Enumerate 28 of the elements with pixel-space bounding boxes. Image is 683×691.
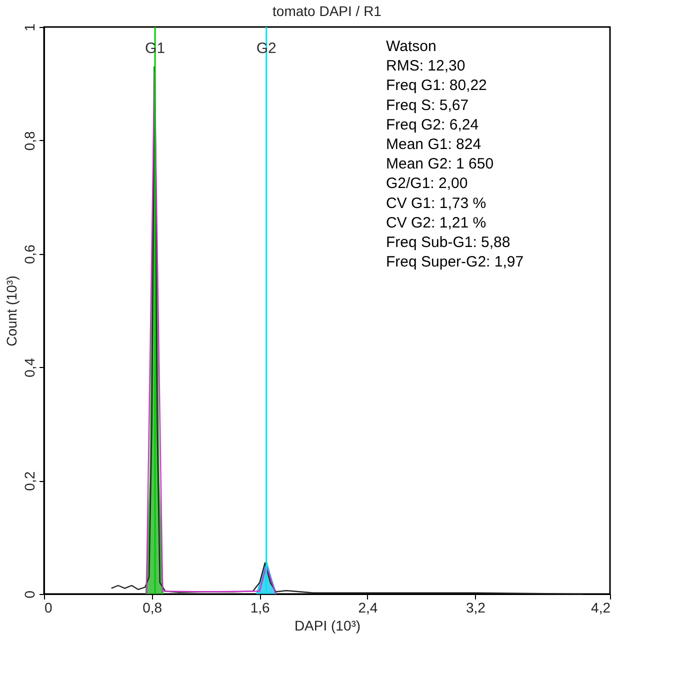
x-tick-label: 0 [44, 600, 52, 616]
annotation: RMS: 12,30 [386, 58, 466, 75]
y-tick-label: 0,2 [22, 471, 38, 491]
x-tick-label: 0,8 [142, 600, 162, 616]
annotation: Freq S: 5,67 [386, 96, 469, 114]
annotation: Freq Super-G2: 1,97 [386, 254, 524, 271]
annotation: Mean G2: 1 650 [386, 156, 494, 173]
x-axis-title: DAPI (10³) [294, 618, 361, 634]
y-tick-label: 0 [22, 590, 38, 598]
y-axis-title: Count (10³) [4, 276, 20, 346]
y-tick-label: 0,6 [22, 244, 38, 264]
annotation: Freq G2: 6,24 [386, 116, 479, 134]
annotation: Watson [386, 38, 436, 55]
annotation: Freq Sub-G1: 5,88 [386, 234, 510, 251]
annotation: Freq G1: 80,22 [386, 77, 487, 94]
annotation: CV G2: 1,21 % [386, 214, 486, 232]
y-tick-label: 0,8 [22, 130, 38, 151]
y-tick-label: 1 [22, 23, 38, 32]
x-tick-label: 2,4 [358, 600, 378, 616]
x-tick-label: 1,6 [250, 600, 270, 616]
chart-title: tomato DAPI / R1 [272, 3, 382, 20]
annotation: Mean G1: 824 [386, 136, 482, 153]
x-tick-label: 3,2 [466, 600, 486, 616]
x-tick-label: 4,2 [591, 600, 611, 616]
annotation: CV G1: 1,73 % [386, 194, 486, 212]
line-series [146, 72, 276, 595]
annotation: G2/G1: 2,00 [386, 175, 468, 192]
y-tick-label: 0,4 [22, 358, 38, 378]
